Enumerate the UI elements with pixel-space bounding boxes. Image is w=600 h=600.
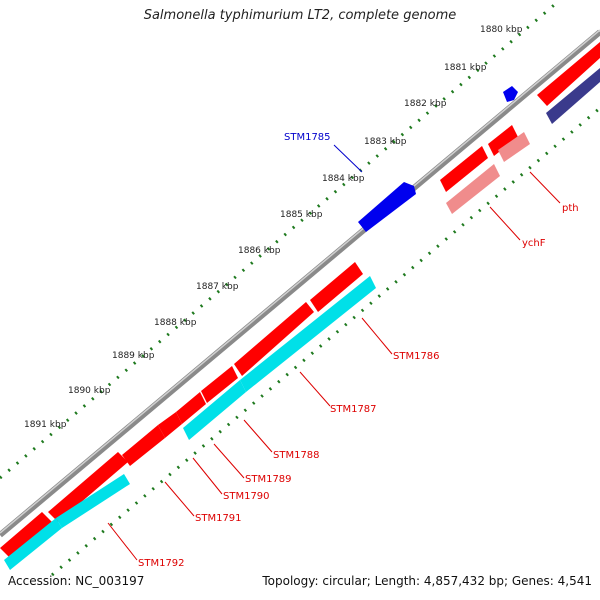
kbp-label: 1890 kbp [68,386,111,396]
gene-block [488,125,518,156]
gene-block [358,182,416,232]
gene-block [537,42,600,106]
gene-leader-line [529,171,561,204]
backbone-highlight [0,29,600,534]
gene-label: ychF [522,238,546,249]
backbone-track [0,29,600,538]
kbp-label: 1880 kbp [480,25,523,35]
gene-block [310,262,363,312]
gene-leader-line [243,419,273,453]
gene-label: STM1790 [223,491,270,502]
gene-block [176,392,206,424]
kbp-label: 1883 kbp [364,137,407,147]
gene-label: STM1788 [273,450,320,461]
gene-block [56,474,130,528]
gene-leader-line [107,522,138,561]
genome-summary-text: Topology: circular; Length: 4,857,432 bp… [262,574,592,588]
gene-block [4,518,62,570]
gene-block [158,412,182,438]
kbp-label: 1889 kbp [112,351,155,361]
gene-block [183,380,246,440]
gene-block [446,164,500,214]
gene-label: STM1792 [138,558,185,569]
gene-block [440,146,488,192]
kbp-label: 1882 kbp [404,99,447,109]
kbp-label: 1888 kbp [154,318,197,328]
gene-leader-line [299,371,331,407]
kbp-label: 1881 kbp [444,63,487,73]
gene-block [503,86,518,102]
outer-tick-line [0,0,561,480]
kbp-label: 1891 kbp [24,420,67,430]
kbp-label: 1885 kbp [280,210,323,220]
map-title: Salmonella typhimurium LT2, complete gen… [143,8,457,23]
gene-leader-line [192,457,223,495]
gene-label: STM1786 [393,351,440,362]
gene-block [201,366,238,403]
kbp-label: 1886 kbp [238,246,281,256]
gene-leader-line [333,144,363,173]
gene-block [122,425,165,466]
gene-block [48,452,128,522]
gene-leader-line [489,206,521,241]
gene-block [498,132,530,162]
kbp-label: 1887 kbp [196,282,239,292]
accession-text: Accession: NC_003197 [8,574,145,588]
gene-leader-line [213,443,245,479]
gene-block [240,276,376,392]
gene-leader-line [164,481,195,517]
gene-leader-line [361,317,393,355]
gene-label: STM1787 [330,404,377,415]
gene-label: STM1785 [284,132,331,143]
kbp-label: 1884 kbp [322,174,365,184]
gene-label: STM1791 [195,513,242,524]
gene-label: pth [562,203,579,214]
gene-block [234,302,314,376]
gene-block [546,68,600,124]
gene-label: STM1789 [245,474,292,485]
gene-block [0,512,52,558]
